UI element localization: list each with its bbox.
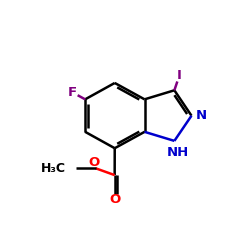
Text: N: N: [196, 109, 207, 122]
Text: I: I: [177, 70, 182, 82]
Text: H₃C: H₃C: [41, 162, 66, 175]
Text: O: O: [89, 156, 100, 169]
Text: O: O: [109, 193, 120, 206]
Text: NH: NH: [167, 146, 190, 159]
Text: F: F: [68, 86, 77, 99]
